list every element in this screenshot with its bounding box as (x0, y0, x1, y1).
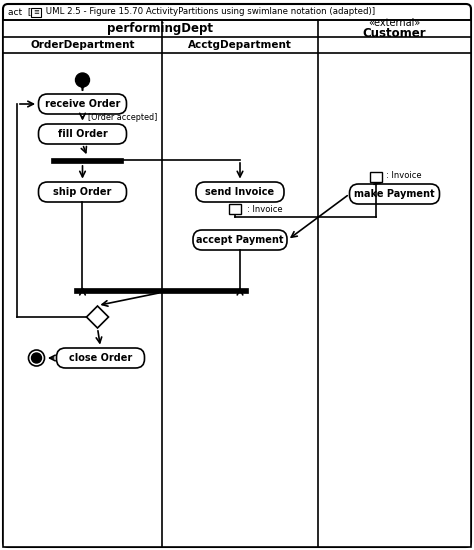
FancyBboxPatch shape (56, 348, 145, 368)
Bar (371, 172, 383, 182)
Bar (31, 8, 41, 16)
FancyBboxPatch shape (196, 182, 284, 202)
Text: OrderDepartment: OrderDepartment (30, 40, 135, 50)
Circle shape (28, 350, 45, 366)
Text: act  [: act [ (8, 8, 31, 16)
Polygon shape (86, 306, 109, 328)
Text: close Order: close Order (69, 353, 132, 363)
Text: send Invoice: send Invoice (205, 187, 274, 197)
FancyBboxPatch shape (38, 94, 127, 114)
Text: fill Order: fill Order (58, 129, 108, 139)
FancyBboxPatch shape (38, 124, 127, 144)
FancyBboxPatch shape (3, 4, 471, 547)
FancyBboxPatch shape (38, 182, 127, 202)
Text: «external»: «external» (368, 19, 420, 29)
Bar (74, 288, 248, 293)
Text: : Invoice: : Invoice (247, 205, 283, 213)
Text: accept Payment: accept Payment (196, 235, 284, 245)
Text: [Order accepted]: [Order accepted] (89, 113, 158, 123)
Text: ≡: ≡ (33, 9, 39, 15)
Text: receive Order: receive Order (45, 99, 120, 109)
Text: performingDept: performingDept (108, 22, 213, 35)
Circle shape (31, 353, 42, 363)
Text: : Invoice: : Invoice (386, 170, 422, 179)
Text: UML 2.5 - Figure 15.70 ActivityPartitions using swimlane notation (adapted)]: UML 2.5 - Figure 15.70 ActivityPartition… (43, 8, 375, 16)
Text: Customer: Customer (363, 27, 426, 40)
Circle shape (75, 73, 90, 87)
FancyBboxPatch shape (349, 184, 439, 204)
Bar (229, 204, 241, 214)
FancyBboxPatch shape (193, 230, 287, 250)
Bar (52, 157, 124, 162)
Text: AcctgDepartment: AcctgDepartment (188, 40, 292, 50)
Text: ship Order: ship Order (53, 187, 112, 197)
Text: make Payment: make Payment (354, 189, 435, 199)
